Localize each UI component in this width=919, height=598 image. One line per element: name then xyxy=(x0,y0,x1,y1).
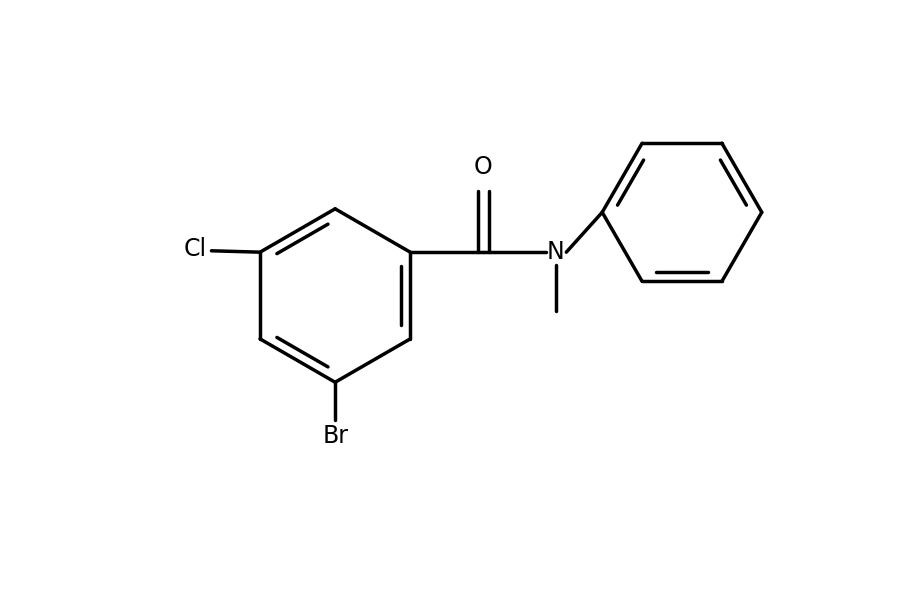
Text: O: O xyxy=(473,155,492,179)
Text: Cl: Cl xyxy=(183,237,207,261)
Text: N: N xyxy=(547,240,564,264)
Text: Br: Br xyxy=(322,424,347,448)
